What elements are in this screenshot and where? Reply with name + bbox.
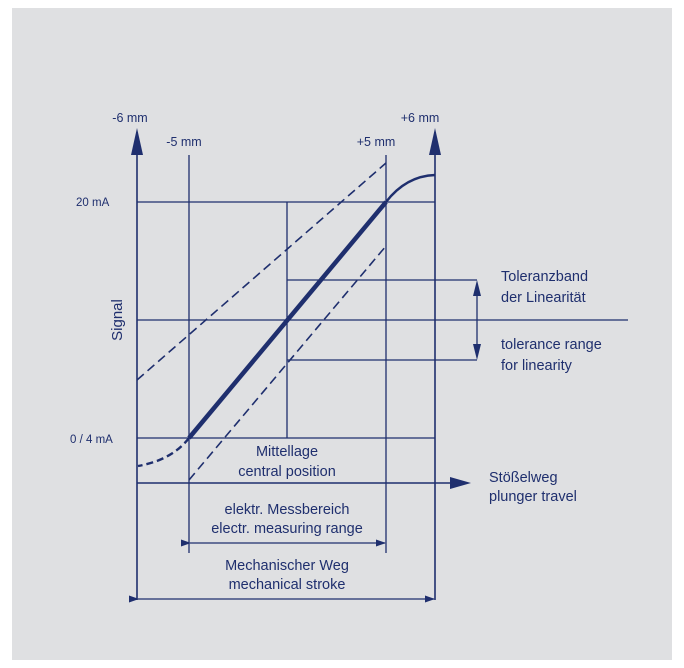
label-mittellage: Mittellage [256, 444, 318, 460]
label-neg6mm: -6 mm [112, 111, 147, 125]
label-for-linearity: for linearity [501, 358, 573, 374]
tolerance-arrow-up [473, 280, 481, 296]
label-toleranzband: Toleranzband [501, 269, 588, 285]
lower-dashed-boundary [188, 245, 387, 481]
diagram-background [12, 8, 672, 660]
left-axis-arrowhead [131, 128, 143, 155]
label-central-position: central position [238, 464, 336, 480]
plunger-axis-arrowhead [450, 477, 471, 489]
label-20ma: 20 mA [76, 197, 110, 209]
label-stoesselweg: Stößelweg [489, 470, 558, 486]
label-pos6mm: +6 mm [401, 111, 440, 125]
right-axis-arrowhead [429, 128, 441, 155]
label-mechanischer-weg: Mechanischer Weg [225, 558, 349, 574]
curve-end-top [385, 173, 436, 203]
label-mechanical-stroke: mechanical stroke [229, 577, 346, 593]
tolerance-arrow-down [473, 344, 481, 360]
label-plunger-travel: plunger travel [489, 489, 577, 505]
upper-dashed-boundary [136, 162, 387, 381]
label-0-4ma: 0 / 4 mA [70, 434, 113, 446]
curve-end-bottom [137, 437, 190, 468]
label-pos5mm: +5 mm [357, 135, 396, 149]
label-neg5mm: -5 mm [166, 135, 201, 149]
label-der-linearitaet: der Linearität [501, 290, 586, 306]
linear-characteristic [187, 200, 388, 440]
label-tolerance-range: tolerance range [501, 337, 602, 353]
label-messbereich-de: elektr. Messbereich [225, 502, 350, 518]
label-signal: Signal [109, 299, 126, 341]
label-messbereich-en: electr. measuring range [211, 521, 363, 537]
